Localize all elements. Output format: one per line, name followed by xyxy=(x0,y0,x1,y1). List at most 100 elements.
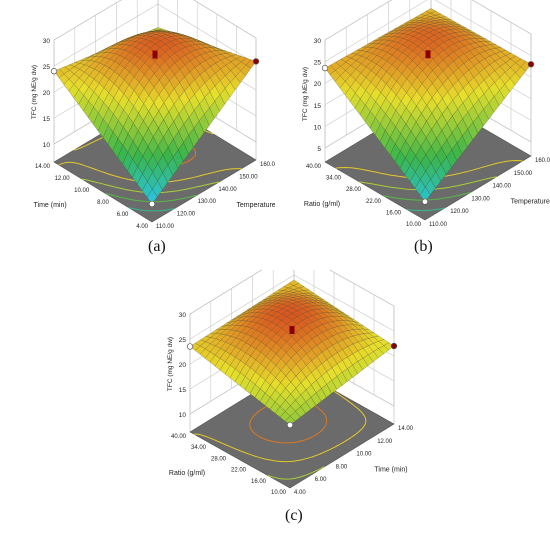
axes: 10 15 20 25 30 TFC (mg NE/g dw) 4.00 6.00 8.00 10… xyxy=(167,312,414,496)
y-tick-label: 6.00 xyxy=(117,212,129,218)
wall-gridline xyxy=(329,270,395,307)
y-tick-label: 12.00 xyxy=(55,176,71,182)
chart-panel-a: 10 15 20 25 30 TFC (mg NE/g dw) 110.00 120.00 13… xyxy=(0,0,275,235)
wall-gridline xyxy=(53,0,122,41)
surface-patch xyxy=(419,186,431,202)
z-tick-label: 25 xyxy=(43,64,51,71)
y-tick-label: 40.00 xyxy=(306,164,322,170)
x-tick-label: 6.00 xyxy=(315,477,327,483)
contour-line xyxy=(105,192,197,203)
center-point-marker xyxy=(425,50,431,59)
z-tick-label: 10 xyxy=(314,124,322,131)
x-tick-label: 14.00 xyxy=(398,426,414,432)
y-tick-label: 28.00 xyxy=(346,187,362,193)
surface xyxy=(189,279,395,426)
y-tick-label: 22.00 xyxy=(366,199,382,205)
y-tick-label: 8.00 xyxy=(97,200,109,206)
y-tick-label: 10.00 xyxy=(406,222,422,228)
y-axis-label: Ratio (g/ml) xyxy=(304,201,340,208)
x-tick-label: 12.00 xyxy=(377,439,393,445)
x-axis-label: Temperature (°C) xyxy=(236,201,275,209)
wall-gridline xyxy=(324,0,392,41)
z-tick-label: 20 xyxy=(43,90,51,97)
x-tick-label: 110.00 xyxy=(156,224,175,230)
x-tick-label: 160.00 xyxy=(535,158,550,164)
z-tick-label: 20 xyxy=(314,81,322,88)
wall-gridline xyxy=(193,0,257,39)
y-tick-label: 10.00 xyxy=(271,490,287,496)
panel-label-c: (c) xyxy=(285,507,303,524)
contour-line xyxy=(406,207,445,212)
center-point-marker xyxy=(152,50,158,59)
surface-chart-b: 5 10 15 20 25 30 TFC (mg NE/g dw) 110.00 120.00 1… xyxy=(302,0,550,228)
x-tick-label: 10.00 xyxy=(356,452,372,458)
x-axis-label: Temperature (°C) xyxy=(511,198,550,206)
x-tick-label: 160.00 xyxy=(260,162,275,168)
design-point-marker xyxy=(252,58,260,65)
wall-gridline xyxy=(293,274,395,332)
z-axis-label: TFC (mg NE/g dw) xyxy=(167,337,174,391)
z-tick-label: 30 xyxy=(43,38,51,45)
contour-line xyxy=(193,386,367,463)
wall-gridline xyxy=(189,270,263,315)
design-point-marker xyxy=(321,64,329,72)
z-tick-label: 5 xyxy=(317,146,321,153)
z-tick-label: 25 xyxy=(314,60,322,67)
design-points xyxy=(186,326,398,429)
x-tick-label: 130.00 xyxy=(198,199,217,205)
center-point-marker xyxy=(289,326,295,334)
y-axis-label: Ratio (g/ml) xyxy=(169,470,205,477)
z-tick-label: 25 xyxy=(179,337,187,344)
wall-gridline xyxy=(471,0,532,35)
wall-gridline xyxy=(189,274,295,340)
x-tick-label: 150.00 xyxy=(514,171,533,177)
y-tick-label: 14.00 xyxy=(35,164,51,170)
x-tick-label: 120.00 xyxy=(177,212,196,218)
design-point-marker xyxy=(527,61,535,68)
z-tick-label: 10 xyxy=(43,142,51,149)
wall-gridline xyxy=(324,0,428,62)
design-points xyxy=(50,50,260,208)
wall-gridline xyxy=(53,3,159,67)
y-tick-label: 4.00 xyxy=(136,224,148,230)
wall-gridline xyxy=(157,3,257,65)
z-tick-label: 10 xyxy=(179,412,187,419)
design-point-marker xyxy=(286,421,294,429)
x-tick-label: 120.00 xyxy=(450,209,469,215)
x-tick-label: 140.00 xyxy=(218,187,237,193)
y-axis-label: Time (min) xyxy=(34,202,67,209)
z-axis-label: TFC (mg NE/g dw) xyxy=(302,67,309,121)
x-tick-label: 4.00 xyxy=(294,490,306,496)
y-tick-label: 22.00 xyxy=(231,468,247,474)
contour-line xyxy=(267,466,325,480)
surface-chart-c: 10 15 20 25 30 TFC (mg NE/g dw) 4.00 6.00 8.00 10… xyxy=(167,270,414,496)
contour-line xyxy=(128,207,175,212)
z-tick-label: 20 xyxy=(179,362,187,369)
axes: 5 10 15 20 25 30 TFC (mg NE/g dw) 110.00 120.00 1… xyxy=(302,38,550,228)
chart-panel-b: 5 10 15 20 25 30 TFC (mg NE/g dw) 110.00 120.00 1… xyxy=(275,0,550,235)
y-tick-label: 16.00 xyxy=(386,210,402,216)
panel-label-a: (a) xyxy=(148,238,166,255)
design-point-marker xyxy=(148,200,156,208)
z-tick-label: 30 xyxy=(314,38,322,45)
z-tick-label: 15 xyxy=(314,103,322,110)
x-tick-label: 8.00 xyxy=(336,464,348,470)
y-tick-label: 40.00 xyxy=(171,434,187,440)
surface-patch xyxy=(284,415,296,426)
design-point-marker xyxy=(390,342,398,350)
design-point-marker xyxy=(421,198,429,205)
z-tick-label: 15 xyxy=(179,387,187,394)
z-axis-label: TFC (mg NE/g dw) xyxy=(31,65,38,119)
wall-gridline xyxy=(434,0,532,56)
y-tick-label: 28.00 xyxy=(211,456,227,462)
y-tick-label: 34.00 xyxy=(191,445,207,451)
surface-patch xyxy=(146,188,158,205)
x-tick-label: 130.00 xyxy=(471,196,490,202)
x-axis-label: Time (min) xyxy=(374,467,407,474)
design-points xyxy=(321,50,535,205)
z-tick-label: 15 xyxy=(43,116,51,123)
panel-label-b: (b) xyxy=(414,238,433,255)
z-tick-label: 30 xyxy=(179,312,187,319)
